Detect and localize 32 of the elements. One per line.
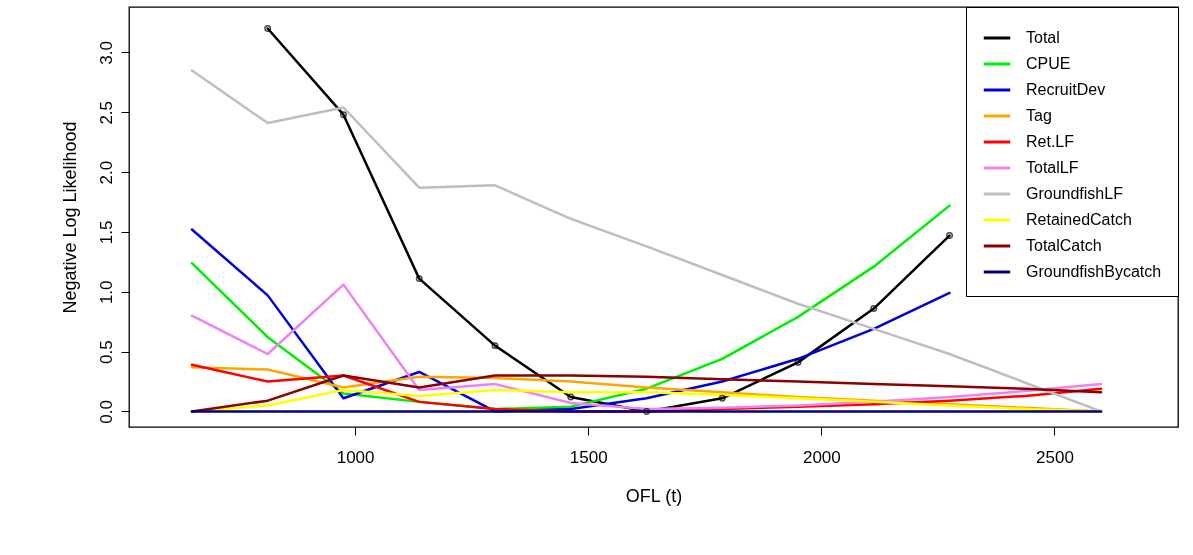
x-tick-label: 1500 (569, 447, 608, 467)
legend-label: CPUE (1026, 55, 1071, 72)
y-tick-label: 1.5 (96, 220, 116, 245)
y-tick-label: 0.0 (96, 400, 116, 424)
x-tick-label: 2500 (1036, 447, 1074, 467)
point (870, 305, 878, 313)
legend-label: GroundfishBycatch (1026, 263, 1162, 280)
y-tick-label: 2.0 (96, 160, 116, 185)
point (567, 393, 575, 401)
y-tick-label: 3.0 (96, 41, 116, 65)
legend-label: TotalLF (1026, 159, 1079, 176)
legend-label: RetainedCatch (1026, 211, 1132, 228)
legend-label: Ret.LF (1026, 133, 1075, 150)
y-tick-label: 0.5 (96, 340, 116, 364)
legend-label: TotalCatch (1026, 237, 1102, 254)
point (339, 111, 347, 119)
legend-label: GroundfishLF (1026, 185, 1124, 202)
point (415, 275, 423, 283)
point (491, 342, 499, 350)
y-axis-title: Negative Log Likelihood (59, 121, 80, 314)
x-axis-title: OFL (t) (625, 485, 683, 506)
legend-label: Tag (1026, 107, 1052, 124)
line-series (190, 283, 1103, 411)
legend-label: RecruitDev (1026, 81, 1106, 98)
x-tick-label: 1000 (336, 447, 375, 467)
y-tick-label: 2.5 (96, 100, 116, 125)
x-tick-label: 2000 (802, 447, 841, 467)
point (718, 394, 726, 402)
legend-label: Total (1026, 29, 1060, 46)
point (794, 358, 802, 366)
y-tick-label: 1.0 (96, 280, 116, 305)
point (643, 407, 650, 415)
